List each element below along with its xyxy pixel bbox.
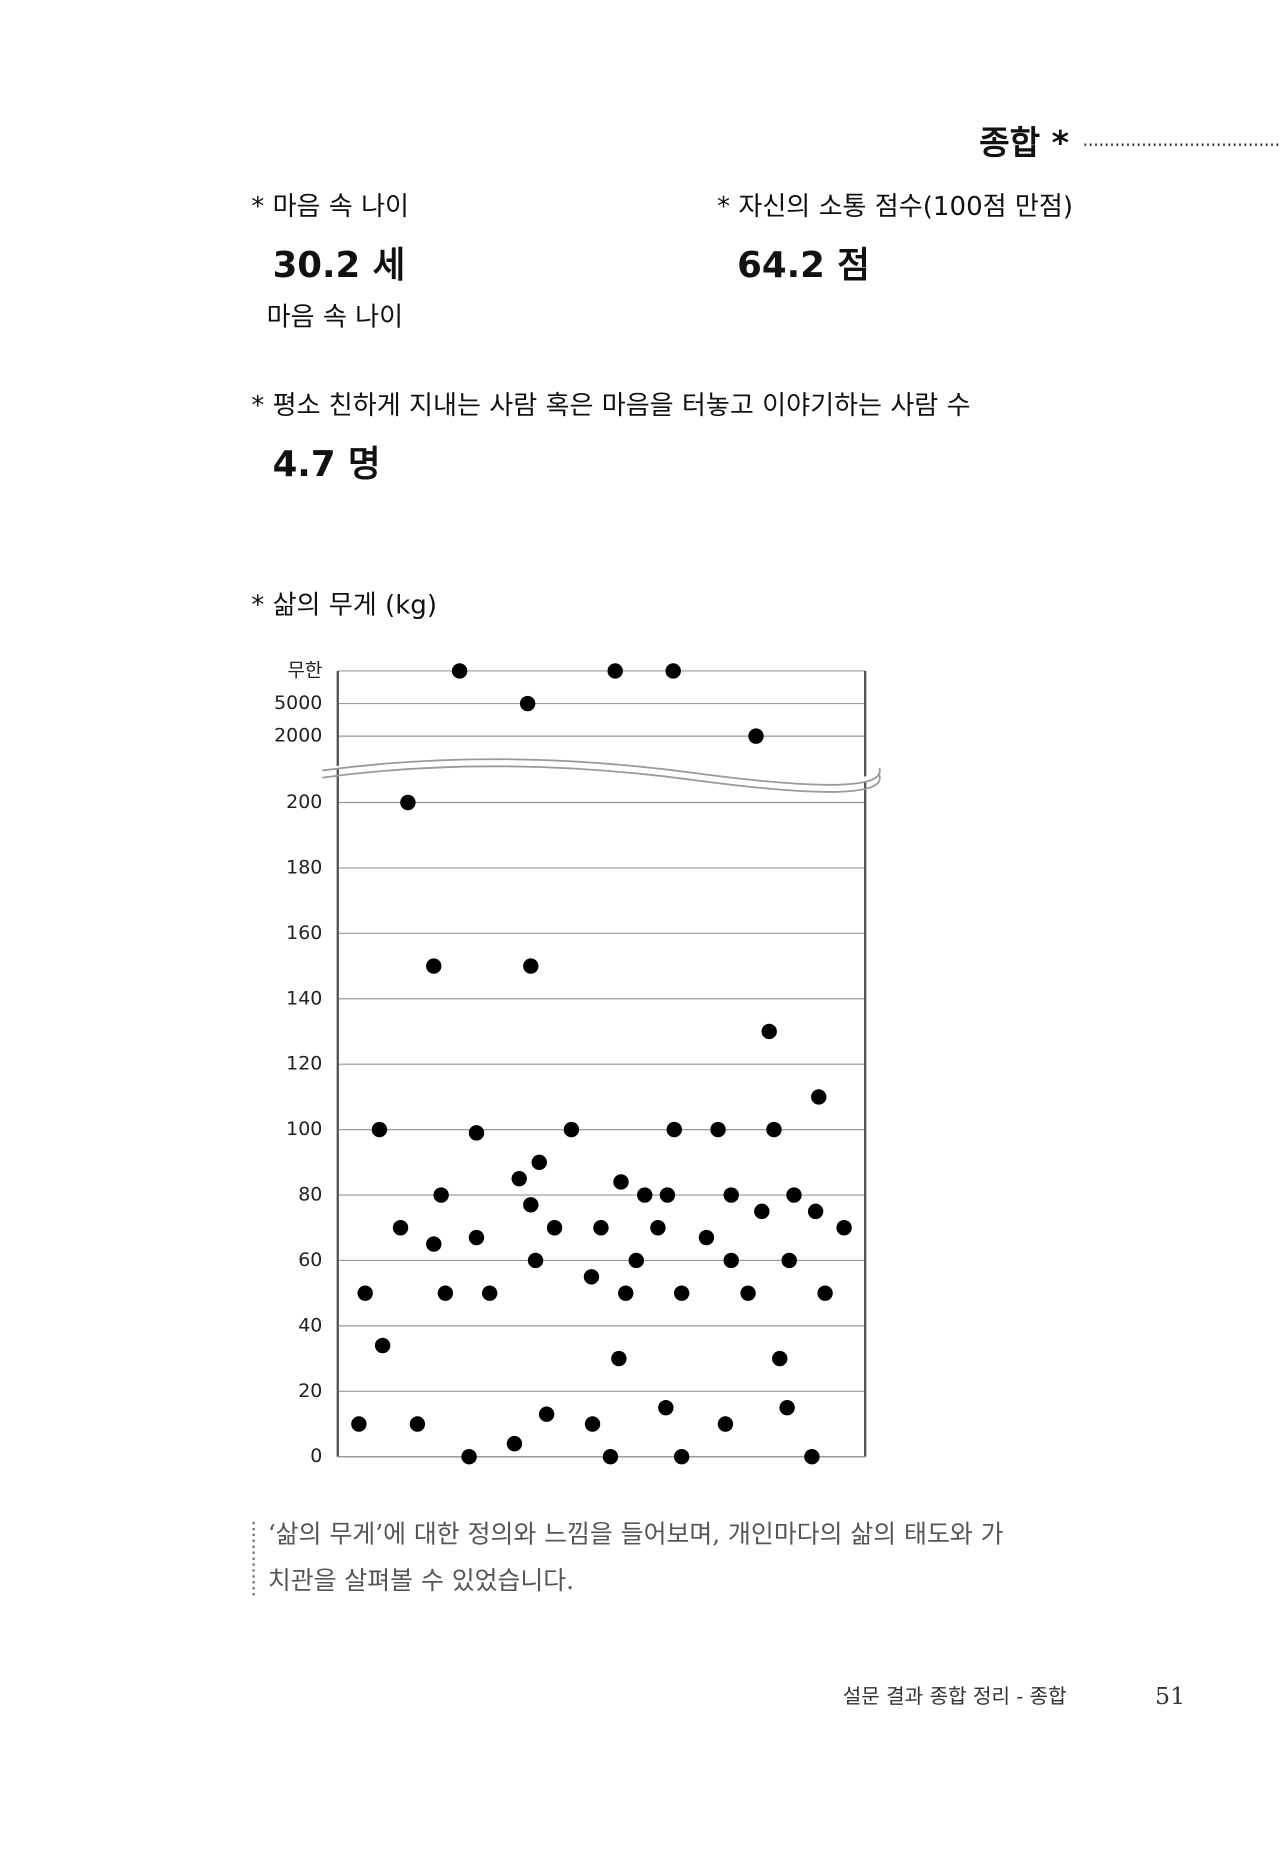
data-point [451,663,468,679]
header-title: 종합 * [979,123,1069,162]
y-tick-label: 60 [298,1249,322,1271]
y-tick-label: 100 [286,1118,322,1140]
data-point [673,1285,690,1301]
axis-break [320,759,880,785]
data-point [723,1187,739,1203]
y-tick-label: 무한 [287,659,322,681]
y-tick-label: 0 [310,1445,322,1467]
data-point [374,1337,391,1354]
data-point [584,1416,601,1432]
page-number: 51 [1155,1682,1185,1710]
data-point [437,1285,454,1301]
stat-value: 4.7 명 [273,444,381,485]
data-point [351,1416,367,1432]
data-point [426,1236,442,1252]
y-tick-label: 200 [286,791,322,813]
y-tick-label: 180 [286,856,322,878]
data-point [754,1203,770,1220]
stat-sub: 마음 속 나이 [267,302,403,332]
data-point [779,1399,795,1416]
data-point [698,1229,715,1246]
data-point [665,663,681,679]
data-point [613,1174,629,1190]
data-point [836,1220,852,1236]
data-point [628,1252,644,1269]
data-point [523,958,539,974]
data-point [811,1089,827,1105]
data-point [523,1197,539,1213]
data-point [531,1154,547,1171]
data-point [673,1449,690,1465]
data-point [602,1449,619,1465]
data-point [538,1406,555,1422]
data-point [519,695,536,712]
caption: 치관을 살펴볼 수 있었습니다. [268,1566,574,1595]
footer-text: 설문 결과 종합 정리 - 종합 [843,1684,1067,1708]
data-point [786,1187,802,1203]
axis-break [322,765,881,793]
data-point [392,1220,409,1236]
chart: 0 20 40 60 80 100 120 140 160 180 200 2000 5000 무한 [274,659,881,1467]
data-point [666,1121,682,1138]
data-point [563,1121,580,1138]
data-point [817,1285,833,1301]
data-point [511,1170,527,1187]
data-point [650,1220,666,1236]
data-point [506,1435,523,1452]
data-point [658,1399,674,1416]
data-point [772,1350,788,1367]
data-point [468,1229,485,1246]
data-point [781,1252,797,1269]
y-tick-label: 40 [298,1314,322,1336]
data-point [409,1416,426,1432]
data-point [618,1285,634,1301]
axis-break [322,758,881,786]
data-point [748,728,764,744]
data-point [611,1350,627,1367]
y-tick-label: 80 [298,1184,322,1206]
data-point [426,958,442,974]
y-tick-label: 120 [286,1053,322,1075]
data-point [357,1285,373,1301]
caption: ‘삶의 무게’에 대한 정의와 느낌을 들어보며, 개인마다의 삶의 태도와 가 [268,1520,1004,1549]
data-point [546,1220,563,1236]
data-point [607,663,623,679]
stat-label: * 마음 속 나이 [251,192,409,222]
chart-title: * 삶의 무게 (kg) [251,590,437,620]
data-point [371,1121,388,1138]
data-point [723,1252,739,1269]
y-tick-label: 5000 [274,692,322,714]
data-point [804,1449,820,1465]
data-point [583,1269,600,1285]
data-point [717,1416,734,1432]
y-tick-label: 2000 [274,725,322,747]
data-point [527,1252,544,1269]
y-tick-label: 20 [298,1380,322,1402]
data-point [637,1187,653,1203]
stat-label: * 평소 친하게 지내는 사람 혹은 마음을 터놓고 이야기하는 사람 수 [251,391,970,421]
data-point [481,1285,498,1301]
stat-label: * 자신의 소통 점수(100점 만점) [717,192,1073,222]
data-point [461,1449,477,1465]
data-point [433,1187,449,1203]
data-point [710,1121,726,1138]
data-point [766,1121,782,1138]
data-point [593,1220,609,1236]
data-point [659,1187,676,1203]
data-point [761,1023,777,1040]
data-point [740,1285,756,1301]
data-point [468,1125,485,1141]
y-tick-label: 140 [286,987,322,1009]
y-tick-label: 160 [286,922,322,944]
data-point [400,794,416,811]
data-point [807,1203,824,1220]
stat-value: 30.2 세 [273,245,406,286]
stat-value: 64.2 점 [737,245,870,286]
